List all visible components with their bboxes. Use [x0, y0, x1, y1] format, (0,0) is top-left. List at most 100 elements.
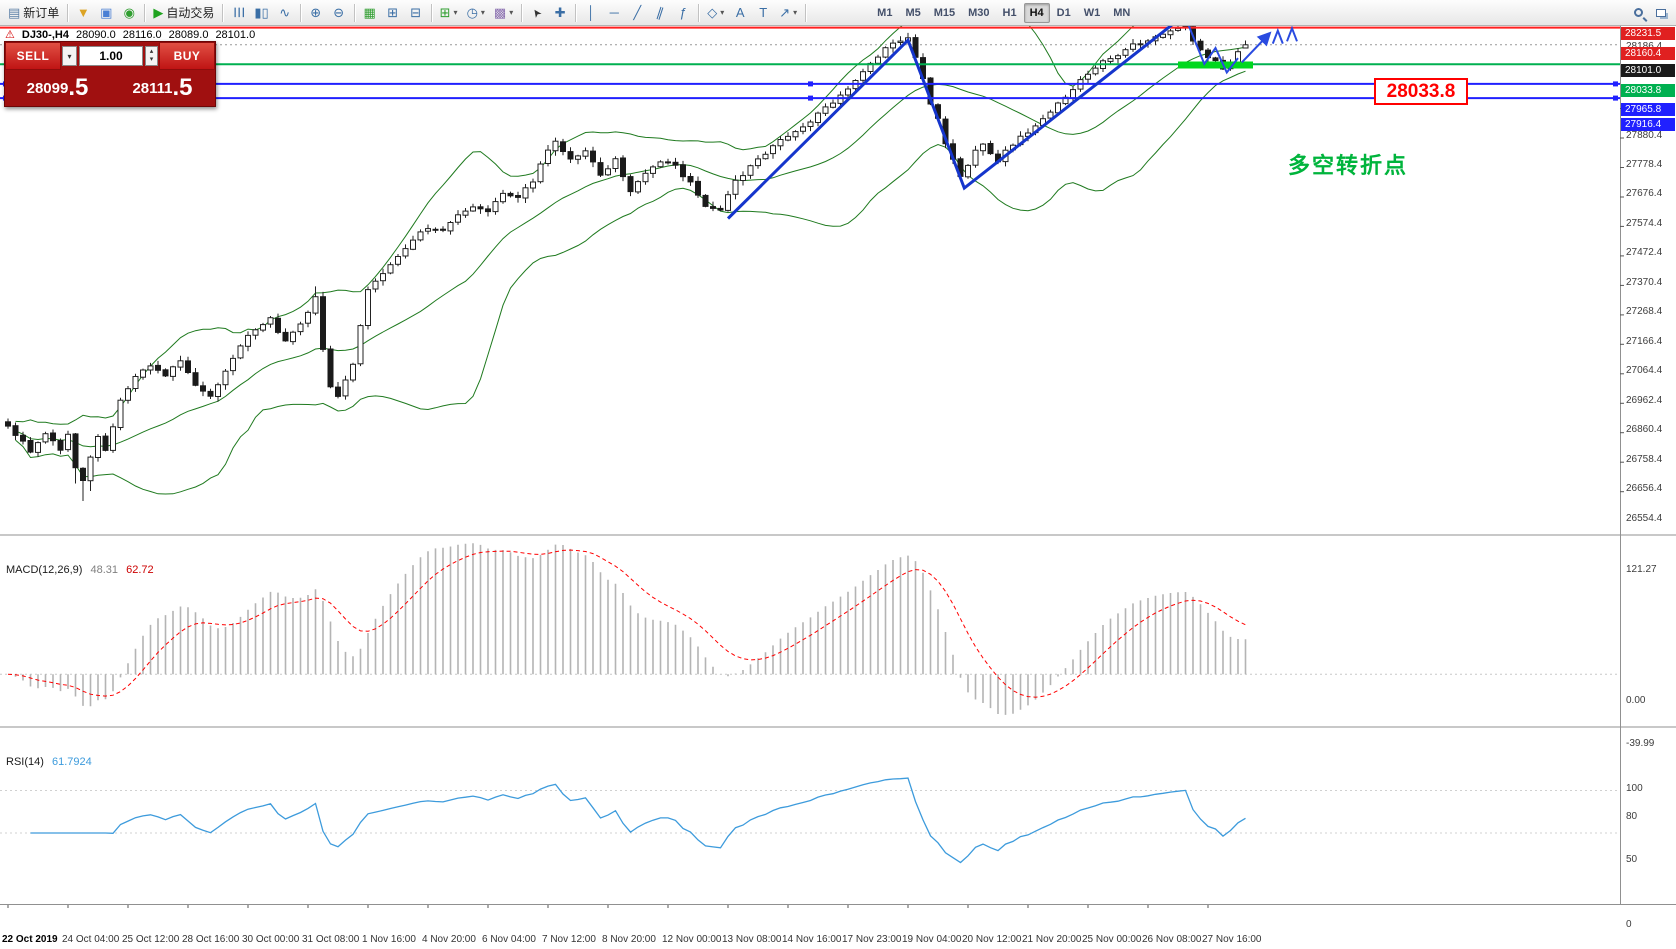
chart-annotation-text[interactable]: 多空转折点 — [1288, 153, 1409, 178]
time-axis-label: 26 Nov 08:00 — [1142, 934, 1202, 945]
crosshair-icon: ✚ — [554, 5, 566, 20]
caret-mark[interactable] — [1286, 25, 1298, 42]
template-button[interactable]: ▩ ▾ — [490, 2, 517, 24]
toolbar-separator — [698, 3, 700, 22]
time-axis-label: 28 Oct 16:00 — [182, 934, 240, 945]
timeframe-d1[interactable]: D1 — [1051, 3, 1077, 23]
tile-windows-icon: ⊞ — [387, 5, 399, 20]
time-axis-label: 4 Nov 20:00 — [422, 934, 476, 945]
time-axis-label: 24 Oct 04:00 — [62, 934, 120, 945]
volume-dropdown-caret[interactable]: ▾ — [62, 46, 77, 66]
zoom-in-button[interactable]: ⊕ — [305, 2, 327, 24]
period-button[interactable]: ◷ ▾ — [463, 2, 489, 24]
timeframe-mn[interactable]: MN — [1107, 3, 1136, 23]
trendline-icon: ╱ — [633, 5, 642, 20]
bar-chart-icon: ☰ — [230, 6, 246, 19]
search-button[interactable] — [1627, 2, 1649, 24]
windows-button[interactable] — [1650, 2, 1672, 24]
time-axis-label: 25 Oct 12:00 — [122, 934, 180, 945]
macd-signal-line — [7, 549, 1246, 698]
new-order-button[interactable]: ▤ 新订单 — [4, 2, 63, 24]
macd-signal-value: 62.72 — [126, 564, 154, 576]
timeframe-m30[interactable]: M30 — [962, 3, 995, 23]
toolbar-separator — [353, 3, 355, 22]
label-button[interactable]: T — [752, 2, 774, 24]
arrows-button[interactable]: ↗ ▾ — [775, 2, 801, 24]
symbol-info: ⚠ DJ30-,H4 28090.0 28116.0 28089.0 28101… — [5, 28, 256, 42]
caret-mark[interactable] — [1271, 27, 1284, 44]
refresh-button[interactable]: ◉ — [118, 2, 140, 24]
line-handle[interactable] — [1613, 95, 1618, 101]
funnel-button[interactable]: ▼ — [72, 2, 94, 24]
line-chart-button[interactable]: ∿ — [274, 2, 296, 24]
new-chart-icon: ⊞ — [439, 5, 451, 20]
rsi-value: 61.7924 — [51, 756, 92, 768]
trade-panel-prices: 28099 .5 28111 .5 — [5, 70, 215, 106]
zoom-out-button[interactable]: ⊖ — [328, 2, 350, 24]
toolbar-separator — [430, 3, 432, 22]
rsi-level-lines — [0, 790, 1620, 834]
time-axis-label: 21 Nov 20:00 — [1022, 934, 1082, 945]
cursor-button[interactable]: ➤ — [526, 2, 548, 24]
volume-input[interactable] — [80, 49, 142, 63]
autotrading-button[interactable]: ▶ 自动交易 — [149, 2, 218, 24]
horizontal-line-button[interactable]: ─ — [603, 2, 625, 24]
cascade-windows-button[interactable]: ⊟ — [405, 2, 427, 24]
vertical-line-button[interactable]: │ — [580, 2, 602, 24]
candle-chart-button[interactable]: ▮▯ — [250, 2, 272, 24]
zigzag-trendline[interactable] — [726, 13, 1187, 220]
funnel-icon: ▼ — [76, 5, 90, 20]
price-tick: 26962.4 — [1626, 395, 1663, 406]
trendline-button[interactable]: ╱ — [626, 2, 648, 24]
line-handle[interactable] — [1613, 81, 1618, 87]
channel-button[interactable]: ∥ — [649, 2, 671, 24]
price-tick: 27370.4 — [1626, 277, 1663, 288]
text-button[interactable]: A — [729, 2, 751, 24]
price-tick: 28186.4 — [1626, 41, 1663, 52]
cursor-icon: ➤ — [529, 5, 545, 21]
time-axis-label: 27 Nov 16:00 — [1202, 934, 1262, 945]
timeframe-m1[interactable]: M1 — [871, 3, 898, 23]
price-tick: 27880.4 — [1626, 130, 1663, 141]
ohlc-close: 28101.0 — [215, 28, 256, 41]
fibonacci-button[interactable]: ƒ — [672, 2, 694, 24]
shapes-icon: ◇ — [707, 5, 718, 20]
buy-price[interactable]: 28111 .5 — [132, 74, 193, 101]
shapes-button[interactable]: ◇ ▾ — [703, 2, 728, 24]
macd-name: MACD(12,26,9) — [6, 564, 83, 576]
buy-button[interactable]: BUY — [159, 42, 215, 70]
timeframe-h4[interactable]: H4 — [1023, 2, 1050, 23]
price-tick: 27064.4 — [1626, 365, 1663, 376]
accounts-button[interactable]: ▣ — [95, 2, 117, 24]
rsi-scale-tick: 50 — [1626, 854, 1638, 865]
profiles-icon: ▦ — [363, 5, 376, 20]
line-handle[interactable] — [808, 81, 813, 87]
macd-scale-tick: -39.99 — [1626, 738, 1655, 749]
tile-windows-button[interactable]: ⊞ — [382, 2, 404, 24]
timeframe-m15[interactable]: M15 — [928, 3, 961, 23]
bar-chart-button[interactable]: ☰ — [227, 2, 249, 24]
toolbar-separator — [299, 3, 301, 22]
timeframe-h1[interactable]: H1 — [997, 3, 1023, 23]
timeframe-buttons: M1 M5 M15 M30 H1 H4 D1 W1 MN — [871, 2, 1136, 23]
new-chart-button[interactable]: ⊞ ▾ — [436, 2, 462, 24]
price-callout[interactable]: 28033.8 — [1374, 78, 1468, 105]
sell-button[interactable]: SELL — [5, 42, 61, 70]
fibonacci-icon: ƒ — [679, 5, 687, 20]
line-handle[interactable] — [808, 95, 813, 101]
trade-panel-controls: SELL ▾ ▴▾ BUY — [5, 42, 215, 70]
macd-main-value: 48.31 — [90, 564, 119, 576]
direction-arrow[interactable] — [1241, 31, 1272, 64]
price-tick: 26656.4 — [1626, 483, 1663, 494]
candle-chart-icon: ▮▯ — [254, 5, 269, 20]
timeframe-m5[interactable]: M5 — [899, 3, 926, 23]
toolbar-button-label: 自动交易 — [166, 6, 215, 20]
text-icon: A — [735, 5, 745, 20]
profiles-button[interactable]: ▦ — [359, 2, 381, 24]
sell-price[interactable]: 28099 .5 — [26, 74, 89, 101]
timeframe-w1[interactable]: W1 — [1078, 3, 1107, 23]
volume-stepper[interactable]: ▴ ▾ — [145, 46, 158, 66]
crosshair-button[interactable]: ✚ — [549, 2, 571, 24]
